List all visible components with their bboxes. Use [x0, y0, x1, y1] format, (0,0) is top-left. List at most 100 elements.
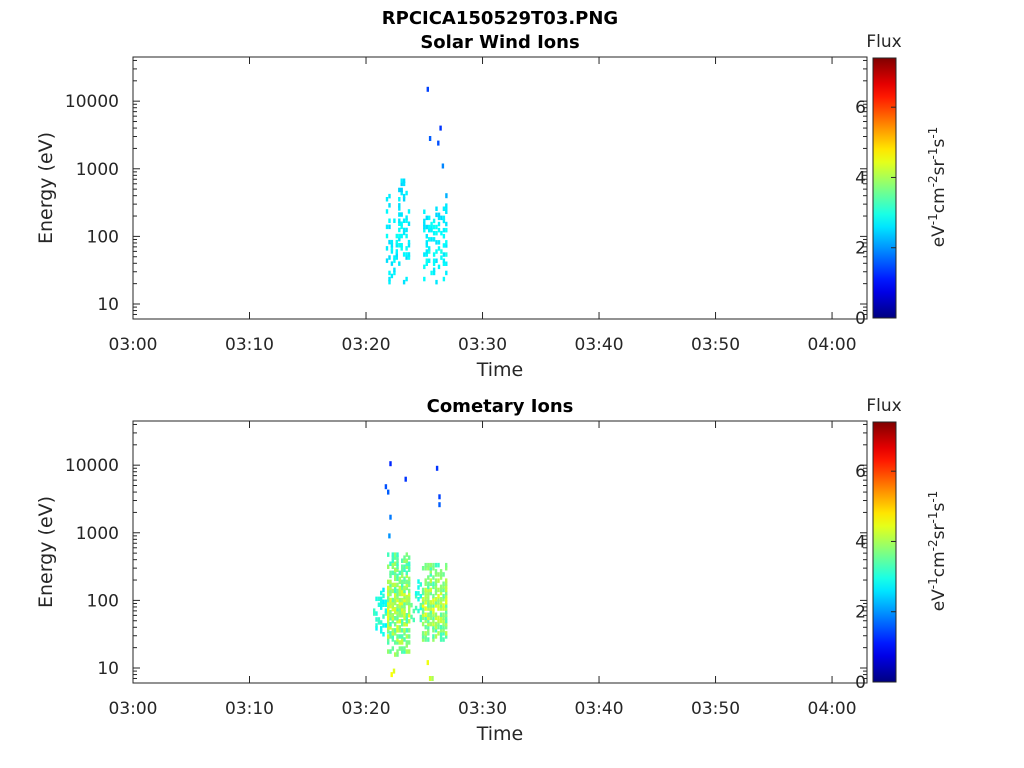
heatmap-cell [437, 615, 440, 621]
heatmap-cell [380, 596, 383, 602]
plot-area-cometary [132, 420, 868, 684]
heatmap-cell [432, 618, 435, 624]
heatmap-cell [405, 600, 408, 606]
heatmap-cell [421, 631, 425, 636]
heatmap-cell [432, 261, 436, 266]
heatmap-cell [398, 619, 401, 624]
heatmap-cell [401, 597, 404, 603]
heatmap-cell [401, 628, 404, 633]
heatmap-cell [425, 240, 428, 245]
heatmap-cell [403, 591, 406, 597]
heatmap-cell [445, 634, 448, 639]
heatmap-cell [403, 564, 406, 569]
heatmap-cell [401, 582, 404, 588]
heatmap-cell [442, 637, 445, 642]
panel-title-solar-wind: Solar Wind Ions [420, 32, 579, 53]
heatmap-cell [410, 602, 413, 608]
heatmap-cell [391, 631, 394, 636]
heatmap-cell [421, 597, 425, 602]
heatmap-cell [432, 593, 435, 599]
heatmap-cell [429, 569, 432, 574]
heatmap-cell [398, 206, 401, 211]
heatmap-cell [380, 590, 383, 596]
heatmap-cell [398, 646, 401, 651]
heatmap-cell [437, 600, 440, 605]
heatmap-cell [389, 613, 392, 618]
heatmap-cell [424, 590, 427, 596]
heatmap-cell [373, 608, 376, 613]
plot-area-solar-wind [132, 56, 868, 320]
colorbar-tick-label: 6 [855, 98, 866, 118]
heatmap-cell [432, 624, 435, 630]
heatmap-cell [387, 603, 390, 609]
heatmap-cell [408, 594, 411, 600]
x-tick-label: 03:30 [458, 335, 507, 355]
heatmap-cell [429, 590, 432, 596]
heatmap-cell [439, 634, 443, 639]
heatmap-cell [389, 573, 392, 579]
heatmap-cell [432, 237, 436, 242]
heatmap-cell [385, 197, 389, 202]
heatmap-cell [425, 215, 428, 221]
heatmap-point [428, 136, 432, 141]
heatmap-cell [388, 203, 391, 208]
heatmap-cell [387, 628, 390, 633]
heatmap-cell [380, 629, 383, 634]
heatmap-cell [445, 597, 448, 602]
heatmap-cell [434, 628, 438, 633]
heatmap-cell [375, 596, 378, 602]
heatmap-cell [408, 603, 411, 609]
heatmap-cell [434, 581, 438, 586]
heatmap-cell [442, 243, 446, 248]
heatmap-cell [398, 634, 401, 639]
colorbar-label-solar-wind: Flux [866, 32, 901, 52]
heatmap-cell [432, 562, 435, 568]
heatmap-cell [395, 255, 398, 260]
heatmap-cell [428, 237, 431, 242]
heatmap-cell [394, 585, 397, 591]
heatmap-cell [442, 597, 445, 602]
heatmap-cell [391, 555, 394, 560]
heatmap-cell [396, 619, 399, 624]
heatmap-cell [439, 600, 443, 605]
heatmap-cell [442, 615, 445, 621]
heatmap-cell [405, 582, 408, 588]
heatmap-cell [375, 617, 378, 622]
heatmap-cell [387, 564, 390, 569]
heatmap-cell [400, 181, 403, 187]
heatmap-cell [445, 240, 448, 245]
heatmap-cell [401, 573, 404, 579]
heatmap-cell [389, 603, 392, 609]
heatmap-cell [389, 631, 392, 636]
heatmap-cell [398, 603, 401, 609]
heatmap-cell [442, 215, 446, 221]
heatmap-cell [394, 609, 397, 615]
heatmap-cell [430, 237, 433, 242]
heatmap-point [445, 193, 448, 199]
heatmap-cell [421, 609, 425, 614]
heatmap-cell [427, 615, 430, 621]
heatmap-cell [434, 572, 438, 577]
heatmap-cell [408, 634, 411, 639]
heatmap-cell [390, 246, 394, 251]
heatmap-cell [401, 564, 404, 569]
heatmap-cell [394, 652, 397, 657]
heatmap-cell [387, 594, 390, 600]
heatmap-cell [389, 634, 392, 639]
heatmap-cell [427, 637, 430, 642]
heatmap-cell [395, 239, 398, 245]
heatmap-cell [445, 621, 448, 627]
heatmap-cell [385, 233, 389, 239]
heatmap-cell [408, 613, 411, 618]
heatmap-cell [412, 608, 415, 614]
heatmap-cell [439, 615, 443, 621]
heatmap-cell [405, 252, 408, 257]
heatmap-cell [429, 587, 432, 593]
heatmap-cell [403, 609, 406, 615]
heatmap-cell [402, 193, 406, 199]
heatmap-cell [442, 624, 445, 630]
heatmap-cell [395, 249, 398, 254]
heatmap-cell [442, 618, 445, 624]
heatmap-cell [391, 552, 394, 557]
heatmap-cell [391, 597, 394, 603]
